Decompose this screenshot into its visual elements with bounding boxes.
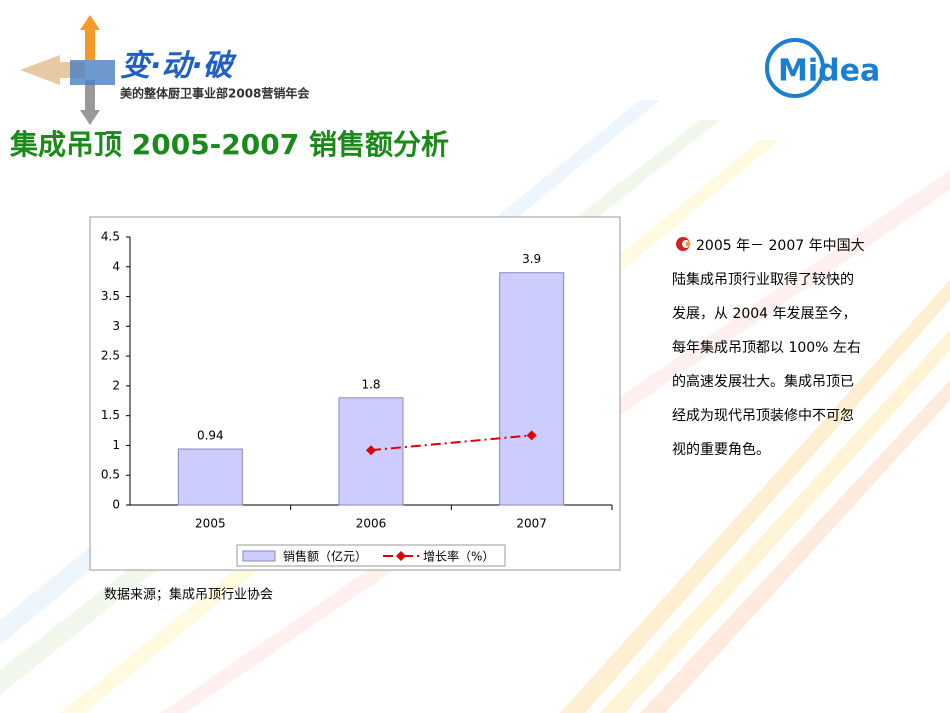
y-tick-label: 4.5 xyxy=(101,230,120,244)
y-tick-label: 2.5 xyxy=(101,349,120,363)
body-line: 2005 年－ 2007 年中国大 xyxy=(696,238,865,254)
y-tick-label: 2 xyxy=(112,378,120,392)
legend-label: 增长率（%） xyxy=(423,549,494,564)
source-note: 数据来源；集成吊顶行业协会 xyxy=(104,587,273,603)
brand: Midea xyxy=(778,54,880,89)
y-tick-label: 3 xyxy=(112,319,120,333)
data-label: 1.8 xyxy=(361,377,380,391)
slide-title: 集成吊顶 2005-2007 销售额分析 xyxy=(9,128,449,161)
y-tick-label: 0.5 xyxy=(101,468,120,482)
x-tick-label: 2006 xyxy=(356,517,387,531)
body-line: 发展，从 2004 年发展至今， xyxy=(672,306,857,322)
legend-marker xyxy=(396,551,406,561)
y-tick-label: 4 xyxy=(112,259,120,273)
bar xyxy=(499,272,565,506)
body-line: 陆集成吊顶行业取得了较快的 xyxy=(672,272,854,288)
logo-text: 变·动·破 xyxy=(120,49,238,84)
body-line: 的高速发展壮大。集成吊顶已 xyxy=(672,374,854,390)
legend-box xyxy=(236,544,506,567)
data-label: 0.94 xyxy=(197,429,224,443)
body-line: 每年集成吊顶都以 100% 左右 xyxy=(672,340,861,356)
brand-ring xyxy=(765,38,825,98)
x-tick-label: 2007 xyxy=(516,517,547,531)
chart: 0 0.5 1 1.5 2 2.5 3 3.5 4 4.5 2005 2006 2007 0.94 1.8 3… xyxy=(101,230,613,567)
legend-label: 销售额（亿元） xyxy=(283,549,367,564)
logo-subtitle: 美的整体厨卫事业部2008营销年会 xyxy=(120,86,310,101)
x-tick-label: 2005 xyxy=(195,517,226,531)
bullet-icon xyxy=(676,237,691,251)
body-line: 经成为现代吊顶装修中不可忽 xyxy=(672,408,854,424)
legend-swatch xyxy=(242,550,276,562)
bar xyxy=(177,448,243,506)
y-tick-label: 3.5 xyxy=(101,289,120,303)
y-tick-label: 0 xyxy=(112,498,120,512)
logo-mark xyxy=(20,15,115,125)
marker xyxy=(366,445,376,456)
body-line: 视的重要角色。 xyxy=(672,442,770,458)
y-tick-label: 1.5 xyxy=(101,408,120,422)
line xyxy=(370,434,532,452)
data-label: 3.9 xyxy=(522,252,541,266)
marker xyxy=(526,430,537,441)
y-tick-label: 1 xyxy=(112,438,120,452)
